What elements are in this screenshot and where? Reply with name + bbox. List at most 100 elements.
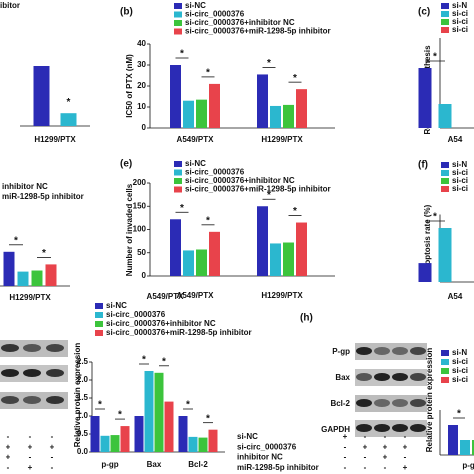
legend-label: si-NC [106, 301, 127, 310]
x-tick-label: H1299/PTX [34, 135, 76, 144]
significance-star: * [206, 215, 210, 226]
y-tick-label: 2.5 [77, 357, 89, 366]
legend-label: si-N [452, 160, 467, 169]
legend-swatch [174, 186, 182, 193]
legend-swatch [441, 11, 449, 17]
bar [120, 426, 130, 452]
treatment-sign: - [7, 432, 10, 441]
chart-title: A549/PTX [147, 292, 185, 301]
bar [438, 228, 452, 282]
y-axis-label: Apoptosis rate (%) [423, 204, 432, 275]
legend-swatch [441, 359, 449, 365]
bar [209, 231, 220, 276]
legend-swatch [95, 321, 103, 327]
treatment-sign: + [403, 442, 408, 451]
bar [154, 372, 164, 452]
treatment-sign: - [51, 463, 54, 472]
y-tick-label: 40 [137, 39, 146, 48]
treatment-sign: - [384, 432, 387, 441]
legend-swatch [95, 312, 103, 318]
legend-label: si-ci [452, 25, 468, 34]
bar [110, 435, 120, 452]
bar [31, 270, 43, 286]
legend-label: si-circ_0000376+inhibitor NC [185, 176, 295, 185]
x-tick-label: A549/PTX [177, 135, 215, 144]
treatment-sign: + [28, 442, 33, 451]
bar [183, 100, 194, 128]
legend-swatch [95, 330, 103, 336]
treatment-label: inhibitor NC [237, 453, 283, 462]
bar [170, 65, 181, 128]
legend-label: si-circ_0000376 [185, 10, 245, 19]
bar [209, 83, 220, 128]
bar [134, 416, 144, 452]
y-axis-label: Relative protein expression [425, 348, 434, 453]
legend-label: si-N [452, 348, 467, 357]
blot-label: GAPDH [321, 425, 350, 434]
bar [33, 66, 50, 126]
treatment-sign: + [343, 432, 348, 441]
bar [418, 263, 432, 282]
significance-star: * [180, 49, 184, 60]
legend-swatch [441, 170, 449, 176]
treatment-sign: - [344, 453, 347, 462]
bar [448, 425, 458, 455]
y-tick-label: 10 [137, 102, 146, 111]
legend-swatch [441, 368, 449, 374]
y-tick-label: 2.0 [77, 375, 89, 384]
legend-swatch [441, 27, 449, 33]
treatment-sign: - [404, 432, 407, 441]
legend-swatch [441, 19, 449, 25]
legend-label: si-NC [185, 1, 206, 10]
significance-star: * [293, 206, 297, 217]
legend-label: si-NC [185, 159, 206, 168]
treatment-sign: + [28, 463, 33, 472]
blot-label: P-gp [332, 347, 350, 356]
legend-swatch [174, 161, 182, 167]
y-tick-label: 0 [142, 271, 147, 280]
treatment-sign: - [404, 453, 407, 462]
blot-label: Bax [335, 373, 350, 382]
bar [170, 219, 181, 276]
treatment-sign: - [364, 453, 367, 462]
legend-label: si-N [452, 1, 467, 10]
y-axis-label: Relative protein expression [73, 343, 82, 448]
panel-label: (f) [418, 160, 428, 171]
legend-label: inhibitor NC [2, 182, 48, 191]
y-tick-label: 20 [137, 81, 146, 90]
significance-star: * [457, 409, 461, 420]
bar [283, 242, 294, 276]
legend-swatch [441, 377, 449, 383]
legend-swatch [441, 3, 449, 9]
bar [472, 440, 474, 455]
treatment-sign: - [51, 453, 54, 462]
treatment-sign: - [364, 432, 367, 441]
significance-star: * [267, 58, 271, 69]
treatment-sign: - [384, 463, 387, 472]
legend-label: si-circ_0000376+inhibitor NC [106, 319, 216, 328]
treatment-sign: - [29, 432, 32, 441]
bar [208, 429, 218, 452]
y-tick-label: 100 [133, 225, 147, 234]
significance-star: * [180, 203, 184, 214]
panel-label: (e) [120, 159, 132, 170]
y-axis-label: Number of invaded cells [125, 183, 134, 276]
panel-label: (c) [418, 7, 430, 18]
y-tick-label: 1.5 [77, 393, 89, 402]
legend-label: si-ci [452, 9, 468, 18]
legend-label: si-circ_0000376+miR-1298-5p inhibitor [106, 328, 252, 337]
y-tick-label: 200 [133, 178, 147, 187]
legend-swatch [441, 178, 449, 184]
legend-swatch [174, 178, 182, 184]
legend-swatch [174, 20, 182, 26]
legend-swatch [95, 303, 103, 309]
treatment-label: si-circ_0000376 [237, 442, 297, 451]
treatment-sign: - [7, 463, 10, 472]
bar [188, 436, 198, 452]
bar [296, 89, 307, 128]
y-tick-label: 0.5 [77, 429, 89, 438]
x-tick-label: p-gp [101, 460, 118, 469]
y-tick-label: 0 [142, 123, 147, 132]
treatment-sign: + [403, 463, 408, 472]
